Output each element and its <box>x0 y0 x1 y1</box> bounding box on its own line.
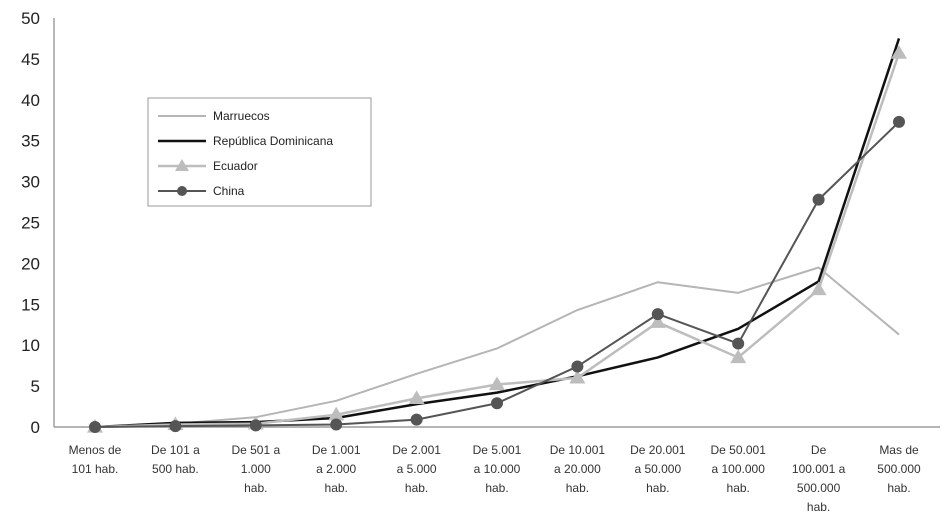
x-tick-label: a 50.000 <box>634 462 681 476</box>
x-tick-label: Menos de <box>69 443 122 457</box>
legend-label: China <box>213 184 245 198</box>
legend-label: República Dominicana <box>213 134 333 148</box>
x-tick-label: De <box>811 443 827 457</box>
x-tick-label: hab. <box>325 481 348 495</box>
data-point-circle <box>169 420 182 433</box>
y-tick-label: 20 <box>21 254 40 273</box>
data-point-triangle <box>408 390 425 404</box>
x-tick-label: a 10.000 <box>474 462 521 476</box>
x-tick-label: De 1.001 <box>312 443 361 457</box>
x-tick-label: Mas de <box>879 443 919 457</box>
data-point-circle <box>893 115 905 128</box>
x-tick-label: De 101 a <box>151 443 200 457</box>
x-tick-label: De 2.001 <box>392 443 441 457</box>
data-point-circle <box>651 308 664 321</box>
data-point-circle <box>330 418 343 431</box>
x-tick-label: hab. <box>244 481 267 495</box>
axes <box>53 18 940 428</box>
x-tick-label: De 20.001 <box>630 443 686 457</box>
x-tick-label: hab. <box>405 481 428 495</box>
x-tick-label: 100.001 a <box>792 462 846 476</box>
y-tick-label: 5 <box>31 377 40 396</box>
x-tick-label: hab. <box>566 481 589 495</box>
x-tick-labels: Menos de 101 hab. De 101 a 500 hab. De 501 a… <box>69 443 921 514</box>
x-tick-label: 101 hab. <box>72 462 119 476</box>
legend: Marruecos República Dominicana Ecuador Chin… <box>147 97 372 207</box>
series-lines <box>87 38 907 433</box>
y-tick-label: 15 <box>21 295 40 314</box>
data-point-circle <box>491 397 503 410</box>
y-tick-label: 0 <box>31 418 40 437</box>
x-tick-label: 1.000 <box>241 462 271 476</box>
y-tick-label: 35 <box>21 132 40 151</box>
data-point-triangle <box>328 406 345 421</box>
x-tick-label: De 501 a <box>231 443 280 457</box>
data-point-triangle <box>730 349 747 364</box>
legend-marker-triangle <box>175 159 189 171</box>
legend-label: Ecuador <box>213 159 258 173</box>
x-tick-label: a 5.000 <box>397 462 437 476</box>
y-tick-labels: 0 5 10 15 20 25 30 35 40 45 50 <box>21 9 40 437</box>
data-point-circle <box>249 419 262 432</box>
y-tick-label: 10 <box>21 336 40 355</box>
data-point-circle <box>410 413 423 426</box>
x-tick-label: a 100.000 <box>712 462 766 476</box>
y-tick-label: 30 <box>21 173 40 192</box>
x-tick-label: 500.000 <box>877 462 921 476</box>
x-tick-label: a 2.000 <box>316 462 356 476</box>
series-line <box>94 38 901 429</box>
y-tick-label: 25 <box>21 214 40 233</box>
x-tick-label: a 20.000 <box>554 462 601 476</box>
legend-label: Marruecos <box>213 109 270 123</box>
y-tick-label: 40 <box>21 91 40 110</box>
x-tick-label: hab. <box>727 481 750 495</box>
x-tick-label: De 10.001 <box>550 443 606 457</box>
data-point-circle <box>571 360 584 373</box>
y-tick-label: 45 <box>21 50 40 69</box>
x-tick-label: hab. <box>646 481 669 495</box>
x-tick-label: hab. <box>887 481 910 495</box>
series-line <box>94 266 900 428</box>
data-point-triangle <box>810 281 827 296</box>
data-point-triangle <box>489 376 505 391</box>
x-tick-label: hab. <box>485 481 508 495</box>
data-point-triangle <box>891 45 907 59</box>
x-tick-label: hab. <box>807 500 830 514</box>
y-tick-label: 50 <box>21 9 40 28</box>
x-tick-label: De 5.001 <box>473 443 522 457</box>
legend-marker-circle <box>177 186 187 196</box>
data-point-triangle <box>649 314 666 328</box>
data-point-circle <box>89 421 101 433</box>
x-tick-label: 500 hab. <box>152 462 199 476</box>
data-point-circle <box>812 193 825 206</box>
x-tick-label: 500.000 <box>797 481 841 495</box>
x-tick-label: De 50.001 <box>711 443 767 457</box>
data-point-circle <box>732 337 745 350</box>
data-point-triangle <box>569 369 586 384</box>
